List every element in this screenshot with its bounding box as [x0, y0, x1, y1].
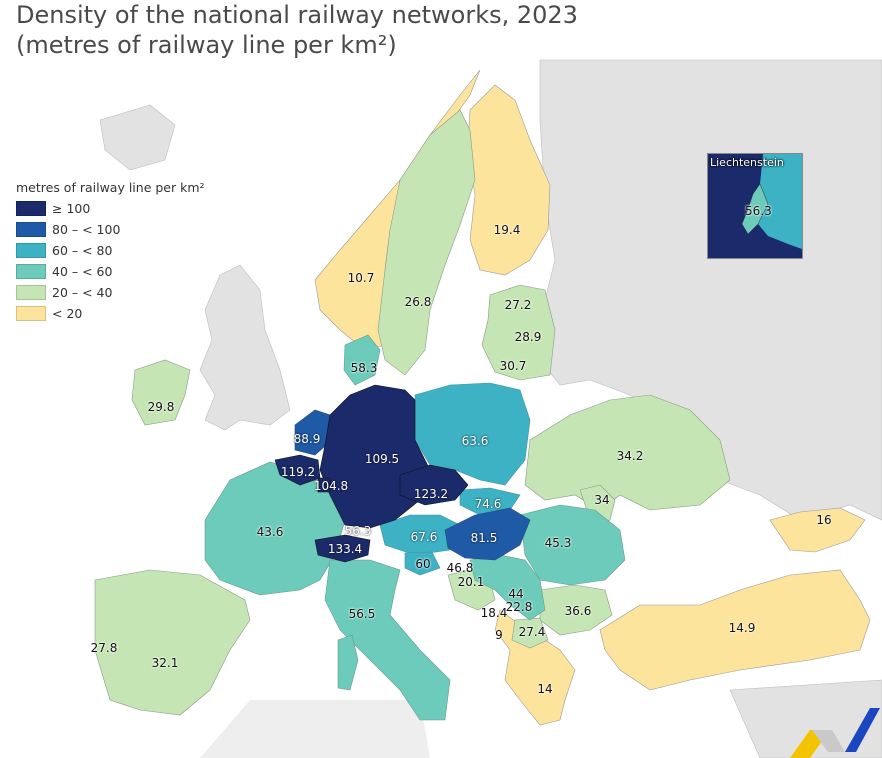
legend-swatch: [16, 201, 46, 216]
inset-title: Liechtenstein: [710, 156, 784, 169]
liechtenstein-inset: Liechtenstein 56.3: [707, 153, 803, 259]
legend-label: 60 – < 80: [52, 243, 113, 258]
region-croatia-serbia: [469, 554, 546, 621]
legend-swatch: [16, 306, 46, 321]
legend-title: metres of railway line per km²: [16, 180, 205, 195]
value-label: 63.6: [461, 434, 489, 448]
legend-swatch: [16, 222, 46, 237]
value-label: 26.8: [404, 295, 432, 309]
region-baltics: [481, 284, 556, 381]
region-georgia: [769, 507, 866, 553]
legend-label: ≥ 100: [52, 201, 91, 216]
chart-title: Density of the national railway networks…: [16, 0, 578, 60]
region-romania: [519, 504, 626, 586]
value-label: 67.6: [410, 530, 438, 544]
region-switzerland: [314, 534, 371, 563]
legend-label: 40 – < 60: [52, 264, 113, 279]
value-label: 74.6: [474, 497, 502, 511]
value-label: 56.3: [344, 524, 372, 538]
region-slovenia: [404, 551, 441, 576]
region-finland: [467, 84, 551, 276]
region-italy: [324, 559, 451, 721]
value-label: 43.6: [256, 525, 284, 539]
value-label: 27.4: [518, 625, 546, 639]
region-sardinia: [337, 634, 359, 691]
value-label: 56.5: [348, 607, 376, 621]
brand-logo: [790, 708, 880, 758]
legend-item: 20 – < 40: [16, 282, 205, 303]
legend-item: ≥ 100: [16, 198, 205, 219]
value-label: 27.2: [504, 298, 532, 312]
value-label: 119.2: [280, 465, 316, 479]
value-label: 14.9: [728, 621, 756, 635]
value-label: 18.4: [480, 606, 508, 620]
inset-value: 56.3: [745, 204, 772, 218]
region-poland: [414, 382, 531, 486]
legend-label: 80 – < 100: [52, 222, 121, 237]
legend-item: < 20: [16, 303, 205, 324]
region-iberia: [94, 569, 251, 716]
value-label: 14: [537, 682, 553, 696]
value-label: 32.1: [151, 656, 179, 670]
legend-label: 20 – < 40: [52, 285, 113, 300]
value-label: 109.5: [364, 452, 400, 466]
legend-swatch: [16, 243, 46, 258]
value-label: 22.8: [505, 600, 533, 614]
legend-swatch: [16, 285, 46, 300]
value-label: 46.8: [446, 561, 474, 575]
legend-label: < 20: [52, 306, 83, 321]
value-label: 36.6: [564, 604, 592, 618]
value-label: 28.9: [514, 330, 542, 344]
legend-item: 40 – < 60: [16, 261, 205, 282]
legend-swatch: [16, 264, 46, 279]
value-label: 81.5: [470, 531, 498, 545]
value-label: 60: [415, 557, 431, 571]
inset-map: [708, 154, 802, 258]
value-label: 45.3: [544, 536, 572, 550]
value-label: 16: [816, 513, 832, 527]
value-label: 30.7: [499, 359, 527, 373]
value-label: 88.9: [293, 432, 321, 446]
legend: metres of railway line per km² ≥ 100 80 …: [16, 180, 205, 324]
value-label: 58.3: [350, 361, 378, 375]
region-bulgaria: [539, 584, 613, 636]
value-label: 123.2: [413, 487, 449, 501]
region-denmark: [343, 334, 381, 386]
region-turkey: [599, 569, 871, 691]
value-label: 104.8: [313, 479, 349, 493]
value-label: 133.4: [327, 542, 363, 556]
region-ireland: [131, 359, 191, 426]
value-label: 44: [508, 587, 524, 601]
title-line-2: (metres of railway line per km²): [16, 31, 397, 59]
region-hungary: [444, 507, 531, 561]
value-label: 20.1: [457, 575, 485, 589]
legend-item: 60 – < 80: [16, 240, 205, 261]
region-macedonia: [511, 617, 549, 649]
value-label: 9: [495, 628, 503, 642]
title-line-1: Density of the national railway networks…: [16, 1, 578, 29]
value-label: 19.4: [493, 223, 521, 237]
region-czechia: [399, 464, 469, 506]
value-label: 10.7: [347, 271, 375, 285]
value-label: 27.8: [90, 641, 118, 655]
value-label: 34.2: [616, 449, 644, 463]
legend-item: 80 – < 100: [16, 219, 205, 240]
region-ukraine: [524, 394, 731, 511]
region-sweden: [377, 109, 476, 376]
value-label: 34: [594, 493, 610, 507]
value-label: 29.8: [147, 400, 175, 414]
region-luxembourg: [317, 477, 331, 493]
